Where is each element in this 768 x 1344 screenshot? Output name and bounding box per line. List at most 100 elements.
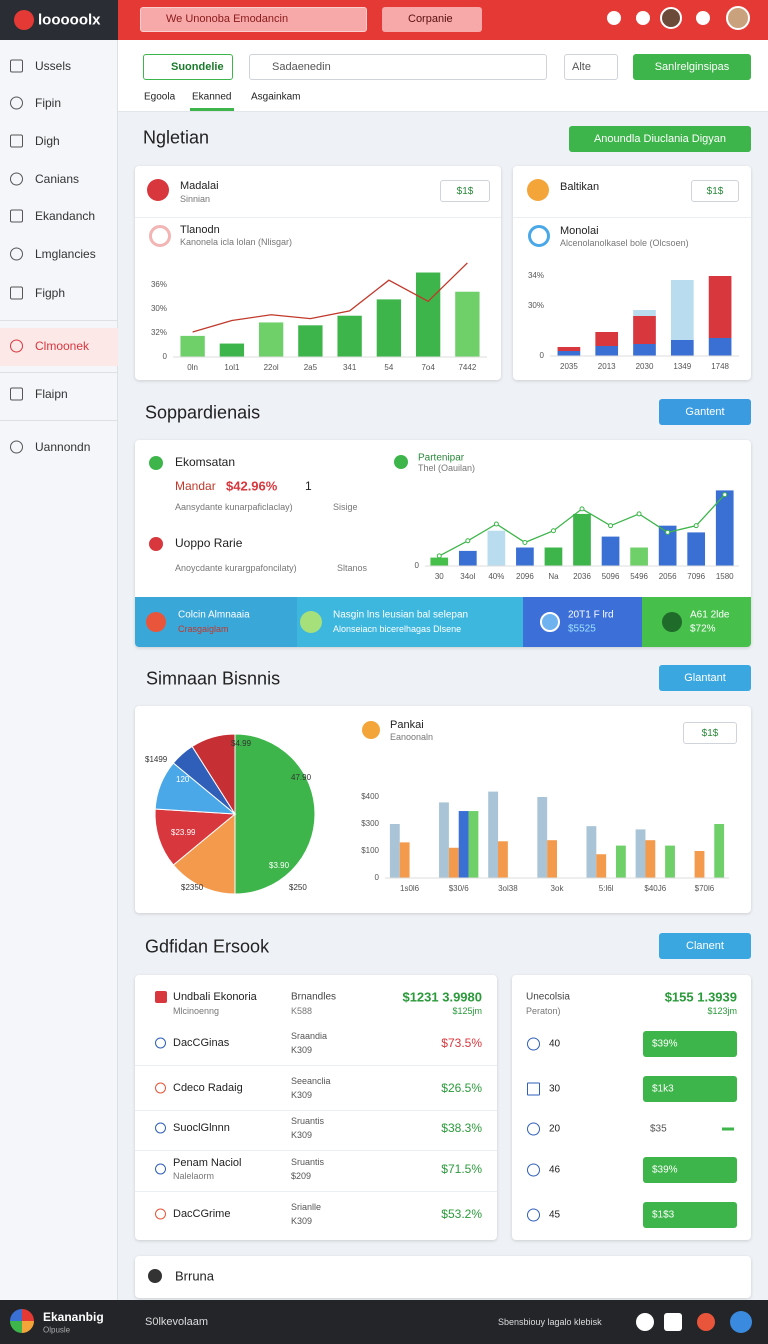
x-tick-label: 1s0l6	[400, 884, 420, 893]
row-button[interactable]	[643, 1157, 737, 1183]
bar	[487, 530, 506, 566]
row-col: Sraandia	[291, 1031, 328, 1041]
icon[interactable]	[730, 1311, 752, 1333]
x-tick-label: $40J6	[644, 884, 666, 893]
bar	[633, 316, 656, 344]
filter-button[interactable]	[143, 54, 233, 80]
tab[interactable]: Asgainkam	[251, 91, 301, 103]
icon[interactable]	[697, 1313, 715, 1331]
x-tick-label: 7o4	[421, 363, 435, 372]
pie-slice	[172, 812, 236, 895]
sidebar-item[interactable]: Ussels	[35, 59, 72, 73]
bottom-card: Brruna	[135, 1256, 751, 1298]
logo: looooolx	[38, 11, 101, 29]
tag: Sisige	[333, 502, 358, 512]
strip-segment[interactable]	[642, 597, 751, 647]
icon[interactable]	[664, 1313, 682, 1331]
bar	[635, 829, 646, 878]
sidebar-item[interactable]: Lmglancies	[35, 247, 96, 261]
section-button[interactable]: Gantent	[659, 399, 751, 425]
top-button-label: Corpanie	[408, 13, 453, 25]
x-tick-label: $70l6	[695, 884, 715, 893]
row-name: DacCGrime	[173, 1208, 231, 1220]
row-number: 45	[549, 1209, 561, 1221]
strip-title: 20T1 F lrd	[568, 609, 614, 621]
x-tick-label: 34ol	[460, 572, 475, 581]
side-total-sub: $123jm	[707, 1006, 737, 1016]
y-tick-label: $100	[361, 846, 379, 855]
badge[interactable]: $1$	[691, 180, 739, 202]
bar	[633, 344, 656, 356]
side-header: Unecolsia	[526, 991, 570, 1003]
chart-title: Pankai	[390, 719, 424, 731]
row-button[interactable]	[643, 1076, 737, 1102]
row-button[interactable]	[643, 1031, 737, 1057]
y-tick-label: 36%	[151, 280, 167, 289]
bar	[219, 343, 245, 357]
bar	[468, 811, 479, 878]
card-title: Baltikan	[560, 181, 600, 193]
row-name: Cdeco Radaig	[173, 1082, 243, 1094]
bar	[399, 842, 410, 878]
tab[interactable]: Egoola	[144, 91, 176, 103]
row-icon	[527, 1082, 540, 1096]
section-button[interactable]: Glantant	[659, 665, 751, 691]
bar	[573, 513, 591, 566]
bar	[337, 315, 362, 357]
icon[interactable]	[636, 1313, 654, 1331]
footer-link[interactable]: S0lkevolaam	[145, 1316, 208, 1328]
sidebar-icon	[10, 134, 23, 148]
search-box[interactable]	[140, 7, 367, 32]
bar	[630, 547, 648, 566]
bar	[430, 557, 449, 566]
section-button[interactable]: Anoundla Diuclania Digyan	[569, 126, 751, 152]
row-value: $35	[650, 1123, 667, 1135]
badge[interactable]: $1$	[683, 722, 737, 744]
bar	[658, 525, 677, 566]
x-tick-label: 22ol	[264, 363, 279, 372]
badge[interactable]: $1$	[440, 180, 490, 202]
select[interactable]	[564, 54, 618, 80]
row-col: Sruantis	[291, 1157, 325, 1167]
search-box[interactable]	[249, 54, 547, 80]
icon[interactable]	[607, 11, 621, 25]
sidebar-item[interactable]: Ekandanch	[35, 209, 96, 223]
bar	[694, 851, 705, 878]
item-label: Mandar	[175, 479, 216, 493]
x-tick-label: 30	[435, 572, 444, 581]
divider	[513, 217, 751, 218]
table-card: Undbali Ekonoria Mlcinoenng Brnandles K588 $…	[135, 975, 497, 1240]
bar	[488, 791, 499, 878]
icon[interactable]	[696, 11, 710, 25]
divider	[0, 372, 118, 373]
action-button[interactable]: Sanlrelginsipas	[633, 54, 751, 80]
avatar[interactable]	[726, 6, 750, 30]
x-tick-label: 0ln	[187, 363, 198, 372]
icon[interactable]	[636, 11, 650, 25]
tab-underline	[190, 108, 234, 111]
row-button[interactable]	[643, 1202, 737, 1228]
bar	[439, 802, 449, 878]
sidebar-item[interactable]: Flaipn	[35, 387, 68, 401]
sidebar-item[interactable]: Canians	[35, 172, 80, 186]
row-sub: Nalelaorm	[173, 1171, 215, 1181]
section-button[interactable]: Clanent	[659, 933, 751, 959]
pie-chart: $1499 $4.99 120 47.90 $23.99 $3.90 $2350 $250	[145, 733, 316, 895]
bar	[376, 299, 402, 357]
sidebar-item[interactable]: Digh	[35, 134, 60, 148]
table-header: Undbali Ekonoria	[173, 991, 257, 1003]
y-tick-label: 0	[163, 352, 168, 361]
x-tick-label: 54	[384, 363, 393, 372]
row-icon	[155, 1082, 166, 1094]
sidebar-item[interactable]: Figph	[35, 286, 66, 300]
top-button[interactable]	[382, 7, 482, 32]
avatar[interactable]	[660, 7, 682, 29]
tab[interactable]: Ekanned	[192, 91, 232, 103]
sidebar-item[interactable]: Clmoonek	[35, 339, 90, 353]
line-marker	[665, 529, 671, 535]
row-icon	[527, 1208, 540, 1222]
sidebar-item[interactable]: Uannondn	[35, 440, 91, 454]
strip-segment[interactable]	[297, 597, 523, 647]
sidebar-item[interactable]: Fipin	[35, 96, 62, 110]
caption: Aansydante kunarpaficlaclay)	[175, 502, 293, 512]
